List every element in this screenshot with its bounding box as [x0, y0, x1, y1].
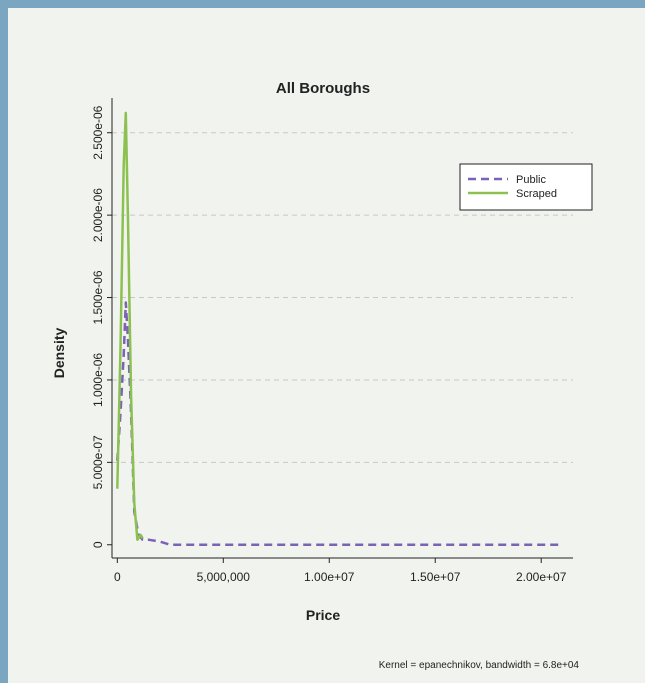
- chart-panel: All Boroughs 0 5.000e-07 1.000e-06 1.500e-0…: [8, 8, 645, 683]
- kernel-note: Kernel = epanechnikov, bandwidth = 6.8e+…: [379, 660, 580, 671]
- y-tick-label: 2.000e-06: [91, 188, 105, 242]
- x-tick-label: 2.00e+07: [516, 570, 567, 584]
- density-chart: All Boroughs 0 5.000e-07 1.000e-06 1.500e-0…: [51, 80, 593, 671]
- legend-box: [459, 163, 593, 211]
- legend: Public Scraped: [459, 163, 593, 211]
- x-tick-label: 1.50e+07: [410, 570, 461, 584]
- y-tick-label: 2.500e-06: [91, 105, 105, 159]
- legend-label-scraped: Scraped: [516, 188, 557, 200]
- x-axis-title: Price: [306, 607, 340, 623]
- series-lines: [116, 111, 563, 547]
- chart-title: All Boroughs: [276, 80, 370, 97]
- axes: 0 5.000e-07 1.000e-06 1.500e-06 2.000e-06 2.5…: [91, 98, 573, 584]
- x-tick-label: 1.00e+07: [304, 570, 355, 584]
- y-axis-title: Density: [51, 328, 67, 379]
- y-tick-label: 0: [91, 541, 105, 548]
- series-line-public: [116, 301, 563, 547]
- legend-label-public: Public: [516, 174, 546, 186]
- y-tick-label: 1.500e-06: [91, 270, 105, 324]
- y-tick-label: 5.000e-07: [91, 435, 105, 489]
- grid-lines: [112, 132, 573, 463]
- x-tick-label: 0: [114, 570, 121, 584]
- y-tick-label: 1.000e-06: [91, 353, 105, 407]
- x-tick-label: 5,000,000: [197, 570, 251, 584]
- series-line-scraped: [116, 111, 144, 542]
